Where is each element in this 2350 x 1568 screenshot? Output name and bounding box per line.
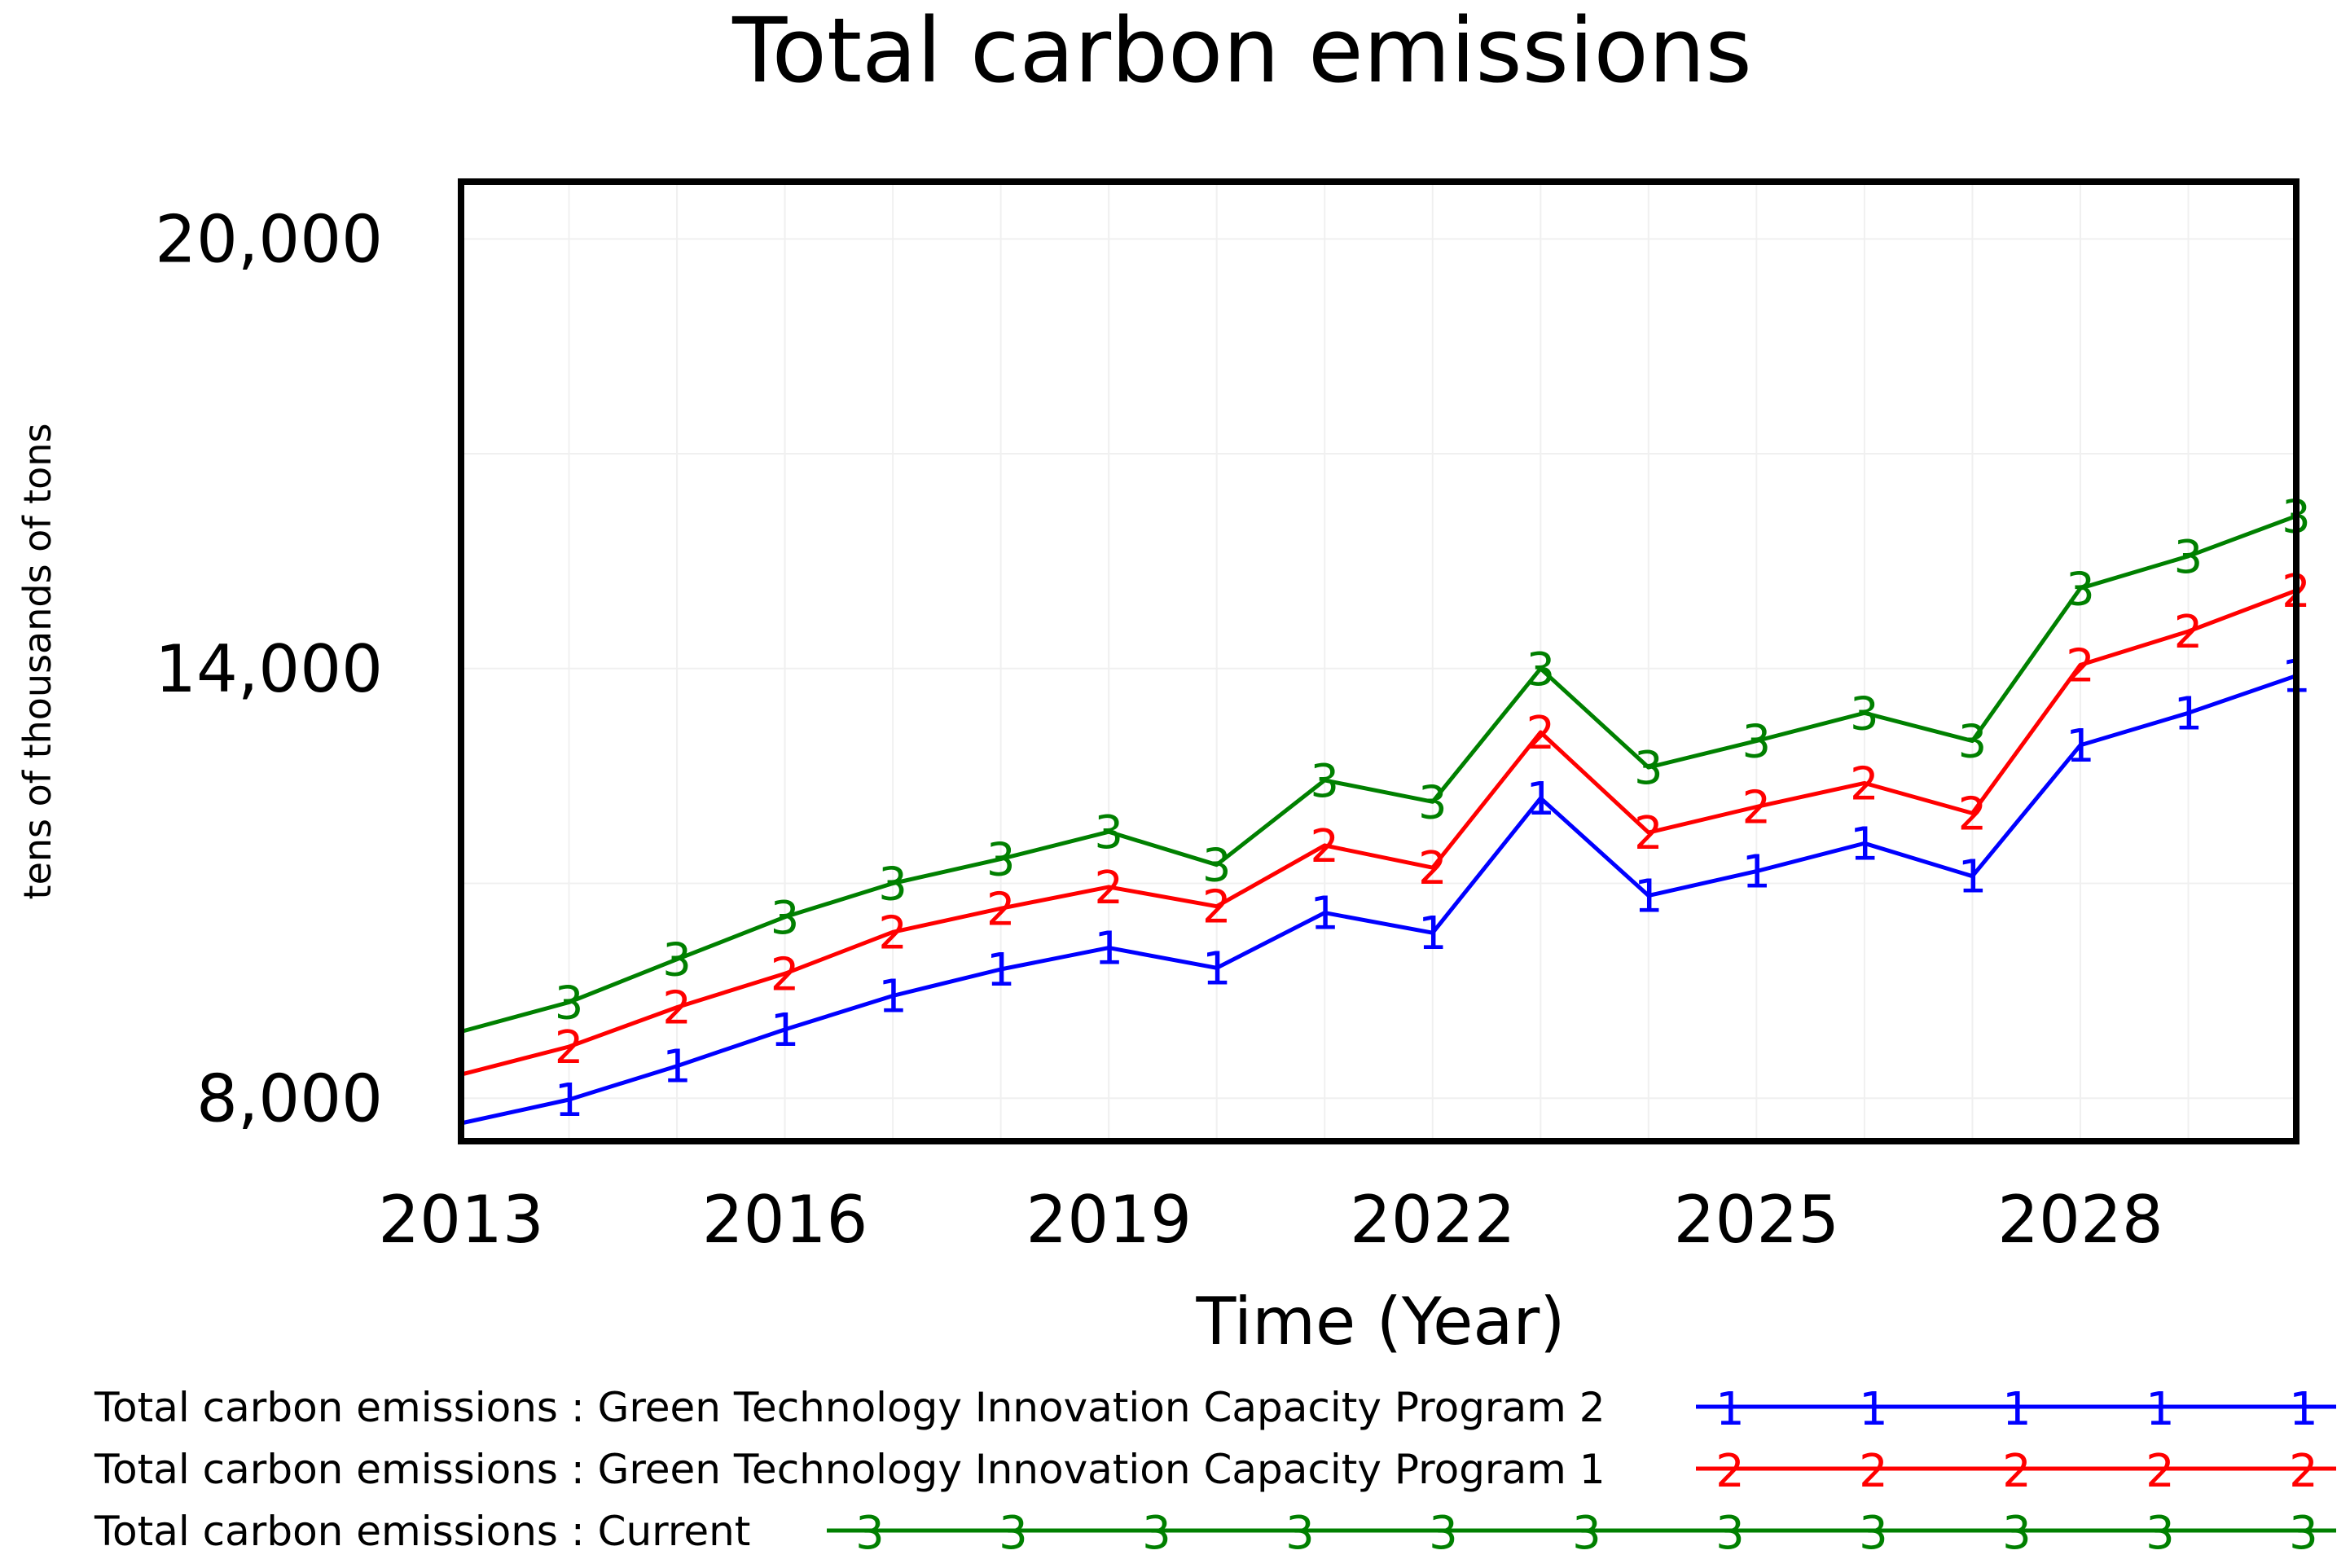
series-1-point-marker: 1 xyxy=(1418,907,1447,960)
series-3-point-marker: 3 xyxy=(1742,716,1772,769)
y-tick-label: 8,000 xyxy=(196,1061,383,1136)
x-axis-tick-labels: 2013 2016 2019 2022 2025 2028 xyxy=(378,1182,2163,1258)
series-3-point-marker: 3 xyxy=(1418,776,1447,829)
series-2-point-marker: 2 xyxy=(555,1021,584,1074)
series-2-point-marker: 2 xyxy=(1418,842,1447,895)
series-2-point-marker: 2 xyxy=(1850,758,1879,810)
series-1-point-marker: 1 xyxy=(1634,870,1663,923)
series-3-point-marker: 3 xyxy=(555,977,584,1030)
series-2-point-marker: 2 xyxy=(662,982,692,1035)
series-2-point-marker: 2 xyxy=(2174,606,2203,659)
legend-marker: 3 xyxy=(1715,1507,1745,1560)
legend-marker: 3 xyxy=(999,1507,1028,1560)
legend-marker: 3 xyxy=(1859,1507,1888,1560)
legend: Total carbon emissions : Green Technolog… xyxy=(94,1383,2336,1560)
series-2-point-marker: 2 xyxy=(1958,788,1988,841)
legend-marker: 3 xyxy=(1142,1507,1171,1560)
series-1-point-marker: 1 xyxy=(771,1004,800,1057)
series-3-point-marker: 3 xyxy=(986,834,1016,887)
series-3-point-marker: 3 xyxy=(1958,716,1988,769)
grid xyxy=(461,182,2297,1141)
series-1-point-marker: 1 xyxy=(1202,942,1232,995)
legend-label: Total carbon emissions : Green Technolog… xyxy=(94,1384,1605,1431)
legend-marker: 3 xyxy=(2289,1507,2318,1560)
legend-label: Total carbon emissions : Current xyxy=(94,1508,750,1555)
series-1-point-marker: 1 xyxy=(1742,846,1772,899)
series-2-point-marker: 2 xyxy=(1742,781,1772,834)
series-1-point-marker: 1 xyxy=(1526,773,1555,826)
plot-frame xyxy=(458,178,2299,1144)
legend-marker: 3 xyxy=(1285,1507,1315,1560)
y-tick-label: 20,000 xyxy=(155,201,383,277)
legend-marker: 2 xyxy=(1715,1445,1745,1498)
chart-title: Total carbon emissions xyxy=(731,0,1752,103)
series-3-point-marker: 3 xyxy=(1310,755,1339,808)
x-tick-label: 2028 xyxy=(1997,1182,2163,1258)
series-1-point-marker: 1 xyxy=(1958,851,1988,904)
y-axis-label: tens of thousands of tons xyxy=(15,424,59,900)
series-1-point-marker: 1 xyxy=(878,971,907,1024)
x-axis-label: Time (Year) xyxy=(1195,1284,1565,1359)
series-1-point-marker: 1 xyxy=(555,1074,584,1127)
series-1-point-marker: 1 xyxy=(662,1041,692,1094)
series-3-point-marker: 3 xyxy=(878,859,907,911)
series-2-point-marker: 2 xyxy=(986,883,1016,936)
x-tick-label: 2013 xyxy=(378,1182,544,1258)
legend-marker: 2 xyxy=(2289,1445,2318,1498)
series-1-point-marker: 1 xyxy=(1310,888,1339,941)
series-1-point-marker: 1 xyxy=(1094,923,1123,976)
series-3-point-marker: 3 xyxy=(771,892,800,945)
series-2-point-marker: 2 xyxy=(1634,807,1663,860)
x-tick-label: 2019 xyxy=(1026,1182,1192,1258)
x-tick-label: 2022 xyxy=(1350,1182,1516,1258)
series-2-point-marker: 2 xyxy=(1526,707,1555,760)
legend-label: Total carbon emissions : Green Technolog… xyxy=(94,1446,1605,1493)
series-1-point-marker: 1 xyxy=(986,944,1016,997)
legend-marker: 1 xyxy=(2289,1383,2318,1436)
series-1-point-marker: 1 xyxy=(1850,818,1879,871)
series-line-2 xyxy=(460,588,2297,1077)
legend-marker: 3 xyxy=(2146,1507,2175,1560)
series-1-point-marker: 1 xyxy=(2066,720,2095,773)
series-2-point-marker: 2 xyxy=(1310,820,1339,873)
series-line-3 xyxy=(460,514,2297,1034)
series-3-point-marker: 3 xyxy=(1850,687,1879,740)
legend-marker: 1 xyxy=(1859,1383,1888,1436)
x-tick-label: 2025 xyxy=(1674,1182,1840,1258)
series-3-point-marker: 3 xyxy=(662,934,692,987)
y-axis-tick-labels: 20,000 14,000 8,000 xyxy=(155,201,383,1136)
legend-marker: 1 xyxy=(2146,1383,2175,1436)
legend-marker: 3 xyxy=(855,1507,885,1560)
series-2-point-marker: 2 xyxy=(878,907,907,960)
series-2-point-marker: 2 xyxy=(1094,862,1123,915)
legend-marker: 3 xyxy=(2002,1507,2032,1560)
series-1-point-marker: 1 xyxy=(2174,687,2203,740)
x-tick-label: 2016 xyxy=(702,1182,868,1258)
legend-marker: 1 xyxy=(2002,1383,2032,1436)
series-line-1 xyxy=(460,674,2297,1126)
legend-marker: 3 xyxy=(1429,1507,1458,1560)
series-2-point-marker: 2 xyxy=(2066,639,2095,692)
legend-marker: 3 xyxy=(1572,1507,1601,1560)
series-3-point-marker: 3 xyxy=(1634,742,1663,795)
legend-marker: 2 xyxy=(1859,1445,1888,1498)
series-2-point-marker: 2 xyxy=(771,948,800,1001)
series-3-point-marker: 3 xyxy=(1094,806,1123,859)
legend-marker: 2 xyxy=(2002,1445,2032,1498)
series-3-point-marker: 3 xyxy=(1202,840,1232,893)
legend-marker: 2 xyxy=(2146,1445,2175,1498)
series-3-point-marker: 3 xyxy=(1526,643,1555,696)
series-3-point-marker: 3 xyxy=(2066,563,2095,616)
y-tick-label: 14,000 xyxy=(155,631,383,707)
series-3-point-marker: 3 xyxy=(2174,531,2203,584)
series-2-point-marker: 2 xyxy=(1202,881,1232,934)
series-lines xyxy=(460,514,2297,1126)
legend-marker: 1 xyxy=(1715,1383,1745,1436)
